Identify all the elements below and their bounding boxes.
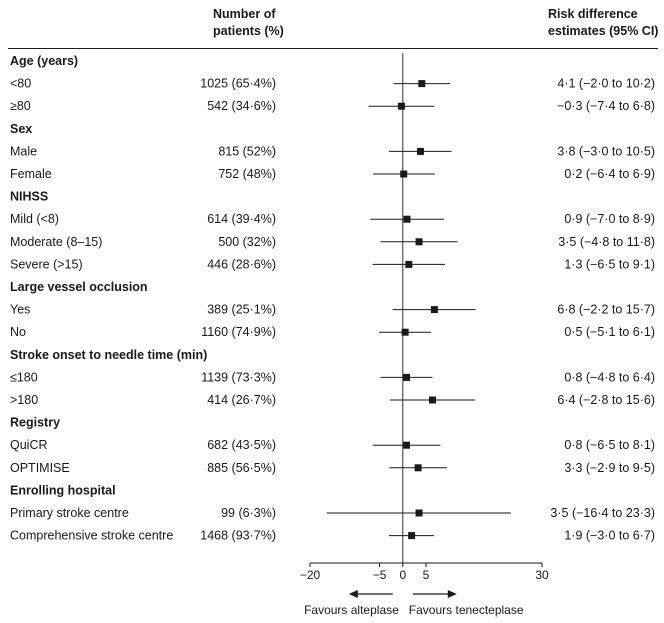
- patient-count: 1139 (73·3%): [201, 370, 276, 384]
- risk-difference-estimate: 3·8 (−3·0 to 10·5): [557, 144, 655, 158]
- subgroup-heading: Sex: [10, 122, 32, 136]
- patient-count: 500 (32%): [218, 235, 276, 249]
- point-estimate-marker: [403, 215, 411, 223]
- x-axis-tick-label: 0: [399, 568, 406, 582]
- patient-count: 446 (28·6%): [207, 257, 276, 271]
- subgroup-label: Comprehensive stroke centre: [10, 529, 173, 543]
- patient-count: 682 (43·5%): [207, 438, 276, 452]
- subgroup-heading: Enrolling hospital: [10, 483, 116, 497]
- x-axis-tick-label: −5: [373, 568, 387, 582]
- point-estimate-marker: [405, 260, 413, 268]
- subgroup-label: No: [10, 325, 26, 339]
- subgroup-label: ≤180: [10, 370, 38, 384]
- patients-column-header: Number of patients (%): [213, 6, 284, 40]
- patient-count: 1025 (65·4%): [200, 77, 276, 91]
- risk-difference-estimate: 4·1 (−2·0 to 10·2): [557, 77, 655, 91]
- risk-difference-estimate: −0·3 (−7·4 to 6·8): [557, 99, 655, 113]
- patients-header-line1: Number of: [213, 7, 276, 21]
- point-estimate-marker: [415, 238, 423, 246]
- subgroup-heading: Large vessel occlusion: [10, 280, 148, 294]
- risk-difference-estimate: 3·5 (−4·8 to 11·8): [558, 235, 655, 249]
- risk-difference-estimate: 1·9 (−3·0 to 6·7): [564, 529, 655, 543]
- patient-count: 1468 (93·7%): [200, 529, 276, 543]
- subgroup-label: Primary stroke centre: [10, 506, 129, 520]
- patient-count: 614 (39·4%): [207, 212, 276, 226]
- risk-difference-estimate: 6·8 (−2·2 to 15·7): [557, 303, 655, 317]
- subgroup-heading: Registry: [10, 416, 60, 430]
- patient-count: 389 (25·1%): [207, 303, 276, 317]
- patients-header-line2: patients (%): [213, 24, 284, 38]
- subgroup-label: <80: [10, 77, 31, 91]
- risk-difference-column-header: Risk difference estimates (95% CI): [548, 6, 658, 40]
- point-estimate-marker: [408, 532, 416, 540]
- favours-alteplase-arrow-head: [348, 590, 358, 598]
- subgroup-label: Severe (>15): [10, 257, 83, 271]
- point-estimate-marker: [403, 441, 411, 449]
- risk-difference-estimate: 0·8 (−4·8 to 6·4): [564, 370, 655, 384]
- point-estimate-marker: [400, 170, 408, 178]
- patient-count: 752 (48%): [218, 167, 276, 181]
- favours-alteplase-label: Favours alteplase: [304, 603, 399, 617]
- point-estimate-marker: [416, 147, 424, 155]
- risk-difference-estimate: 0·2 (−6·4 to 6·9): [564, 167, 655, 181]
- header-rule: [8, 48, 658, 49]
- point-estimate-marker: [428, 396, 436, 404]
- subgroup-label: Moderate (8–15): [10, 235, 102, 249]
- x-axis-tick-label: 5: [423, 568, 430, 582]
- risk-difference-estimate: 0·5 (−5·1 to 6·1): [564, 325, 655, 339]
- subgroup-label: Male: [10, 144, 37, 158]
- subgroup-heading: NIHSS: [10, 190, 48, 204]
- patient-count: 414 (26·7%): [207, 393, 276, 407]
- x-axis-tick-label: −20: [300, 568, 321, 582]
- subgroup-label: OPTIMISE: [10, 461, 70, 475]
- point-estimate-marker: [430, 306, 438, 314]
- point-estimate-marker: [397, 102, 405, 110]
- risk-difference-estimate: 1·3 (−6·5 to 9·1): [564, 257, 655, 271]
- subgroup-heading: Stroke onset to needle time (min): [10, 348, 207, 362]
- point-estimate-marker: [401, 328, 409, 336]
- x-axis-tick-label: 30: [535, 568, 549, 582]
- point-estimate-marker: [414, 464, 422, 472]
- subgroup-label: Female: [10, 167, 52, 181]
- subgroup-label: Yes: [10, 303, 30, 317]
- subgroup-label: ≥80: [10, 99, 31, 113]
- point-estimate-marker: [418, 80, 426, 88]
- risk-difference-estimate: 3·5 (−16·4 to 23·3): [550, 506, 655, 520]
- risk-difference-header-line2: estimates (95% CI): [548, 24, 659, 38]
- patient-count: 815 (52%): [218, 144, 276, 158]
- risk-difference-estimate: 0·8 (−6·5 to 8·1): [564, 438, 655, 452]
- subgroup-label: QuiCR: [10, 438, 48, 452]
- point-estimate-marker: [415, 509, 423, 517]
- subgroup-heading: Age (years): [10, 54, 78, 68]
- patient-count: 99 (6·3%): [221, 506, 276, 520]
- risk-difference-estimate: 3·3 (−2·9 to 9·5): [564, 461, 655, 475]
- patient-count: 542 (34·6%): [207, 99, 276, 113]
- risk-difference-header-line1: Risk difference: [548, 7, 638, 21]
- patient-count: 885 (56·5%): [207, 461, 276, 475]
- favours-tenecteplase-arrow-head: [447, 590, 457, 598]
- point-estimate-marker: [403, 373, 411, 381]
- risk-difference-estimate: 0·9 (−7·0 to 8·9): [564, 212, 655, 226]
- subgroup-label: >180: [10, 393, 38, 407]
- risk-difference-estimate: 6·4 (−2·8 to 15·6): [557, 393, 655, 407]
- favours-tenecteplase-label: Favours tenecteplase: [409, 603, 524, 617]
- patient-count: 1160 (74·9%): [201, 325, 276, 339]
- subgroup-label: Mild (<8): [10, 212, 59, 226]
